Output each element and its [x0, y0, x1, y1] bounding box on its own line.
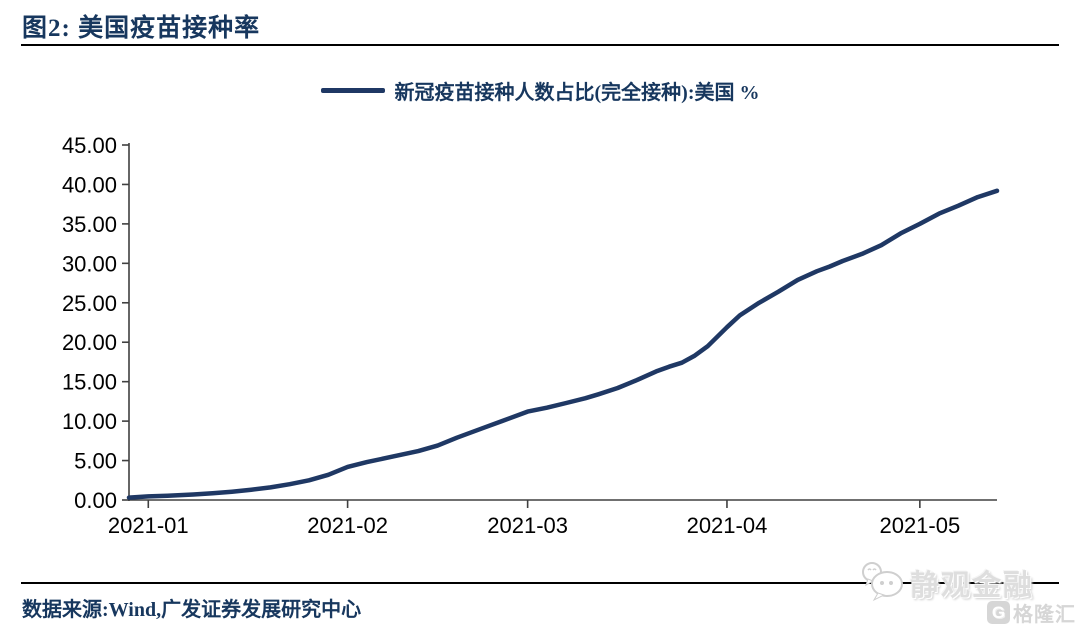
- data-source-note: 数据来源:Wind,广发证券发展研究中心: [22, 599, 362, 621]
- bottom-divider: [21, 582, 1059, 584]
- gelonghui-g-icon: G: [987, 601, 1010, 624]
- watermark-brand-text: 静观金融: [909, 570, 1034, 602]
- legend-label: 新冠疫苗接种人数占比(完全接种):美国 %: [394, 82, 760, 104]
- legend-line-swatch: [320, 88, 385, 93]
- y-tick-label: 0.00: [74, 488, 117, 513]
- top-divider: [21, 44, 1059, 46]
- wechat-watermark: 静观金融: [860, 562, 1034, 604]
- y-tick-label: 25.00: [62, 291, 117, 316]
- series-line-us-fully-vaccinated: [126, 188, 1000, 500]
- y-tick-label: 15.00: [62, 370, 117, 395]
- y-tick-label: 30.00: [62, 251, 117, 276]
- x-tick-label: 2021-01: [108, 513, 189, 538]
- x-tick-label: 2021-03: [487, 513, 568, 538]
- x-tick-label: 2021-04: [687, 513, 768, 538]
- x-tick-label: 2021-05: [879, 513, 960, 538]
- y-tick-label: 10.00: [62, 409, 117, 434]
- y-tick-label: 45.00: [62, 133, 117, 158]
- figure-title: 图2: 美国疫苗接种率: [22, 15, 261, 42]
- gelonghui-logo: G 格隆汇: [987, 598, 1076, 627]
- x-tick-label: 2021-02: [307, 513, 388, 538]
- y-tick-label: 40.00: [62, 172, 117, 197]
- gelonghui-logo-text: 格隆汇: [1013, 604, 1076, 626]
- y-tick-label: 20.00: [62, 330, 117, 355]
- y-tick-label: 35.00: [62, 212, 117, 237]
- wechat-icon: [861, 562, 903, 602]
- chart-legend: 新冠疫苗接种人数占比(完全接种):美国 %: [0, 76, 1080, 105]
- y-tick-label: 5.00: [74, 449, 117, 474]
